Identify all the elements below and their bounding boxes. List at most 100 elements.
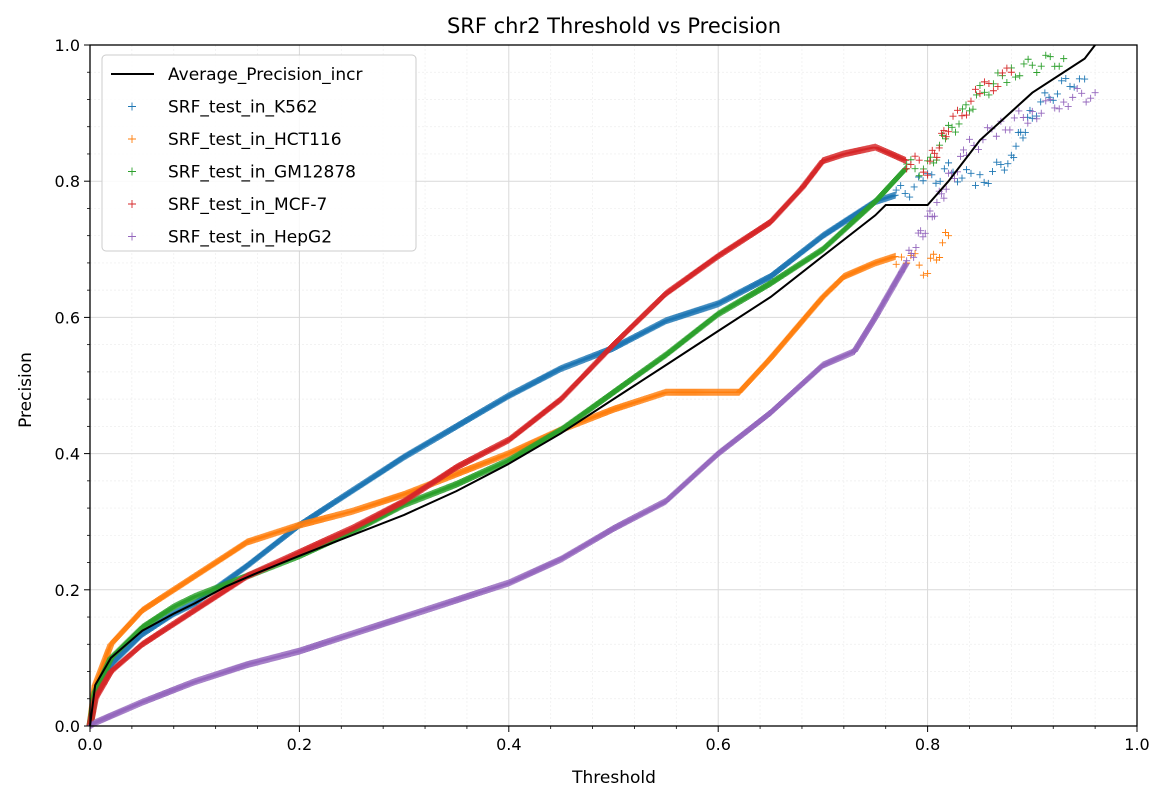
chart-title: SRF chr2 Threshold vs Precision bbox=[447, 14, 781, 38]
series-point-srf-test-in-k562 bbox=[919, 177, 927, 185]
series-point-srf-test-in-k562 bbox=[1019, 134, 1027, 142]
series-point-srf-test-in-k562 bbox=[1066, 82, 1074, 90]
series-point-srf-test-in-gm12878 bbox=[1012, 73, 1020, 81]
series-point-srf-test-in-hct116 bbox=[945, 232, 953, 240]
legend-entry-label: SRF_test_in_GM12878 bbox=[168, 163, 356, 183]
series-point-srf-test-in-hct116 bbox=[939, 239, 947, 247]
series-point-srf-test-in-hct116 bbox=[936, 254, 944, 262]
series-point-srf-test-in-gm12878 bbox=[1003, 79, 1011, 87]
series-point-srf-test-in-gm12878 bbox=[1055, 62, 1063, 70]
series-point-srf-test-in-gm12878 bbox=[1016, 72, 1024, 80]
legend-entry-label: SRF_test_in_HepG2 bbox=[168, 228, 332, 248]
series-point-srf-test-in-k562 bbox=[980, 178, 988, 186]
series-point-srf-test-in-k562 bbox=[1053, 90, 1061, 98]
series-point-srf-test-in-gm12878 bbox=[976, 81, 984, 89]
x-tick-label: 0.2 bbox=[287, 735, 312, 754]
y-tick-label: 1.0 bbox=[55, 36, 80, 55]
series-point-srf-test-in-gm12878 bbox=[915, 172, 923, 180]
series-point-srf-test-in-k562 bbox=[997, 161, 1005, 169]
series-point-srf-test-in-k562 bbox=[954, 178, 962, 186]
y-tick-label: 0.8 bbox=[55, 172, 80, 191]
x-tick-label: 0.4 bbox=[496, 735, 521, 754]
series-point-srf-test-in-k562 bbox=[1012, 142, 1020, 150]
x-tick-label: 0.8 bbox=[915, 735, 940, 754]
legend-entry-label: SRF_test_in_HCT116 bbox=[168, 130, 342, 150]
series-point-srf-test-in-k562 bbox=[993, 158, 1001, 166]
series-point-srf-test-in-gm12878 bbox=[1028, 61, 1036, 69]
series-point-srf-test-in-k562 bbox=[892, 186, 900, 194]
series-point-srf-test-in-gm12878 bbox=[1046, 53, 1054, 61]
series-point-srf-test-in-gm12878 bbox=[927, 153, 935, 161]
series-point-srf-test-in-gm12878 bbox=[972, 91, 980, 99]
series-point-srf-test-in-k562 bbox=[984, 179, 992, 187]
series-point-srf-test-in-gm12878 bbox=[955, 120, 963, 128]
series-point-srf-test-in-gm12878 bbox=[1042, 51, 1050, 59]
series-point-srf-test-in-hct116 bbox=[891, 252, 899, 260]
series-point-srf-test-in-hct116 bbox=[897, 253, 905, 261]
series-point-srf-test-in-k562 bbox=[915, 173, 923, 181]
series-point-srf-test-in-k562 bbox=[1081, 75, 1089, 83]
y-tick-label: 0.0 bbox=[55, 717, 80, 736]
series-point-srf-test-in-k562 bbox=[989, 167, 997, 175]
y-tick-label: 0.4 bbox=[55, 445, 80, 464]
y-axis-label: Precision bbox=[16, 352, 36, 428]
x-tick-label: 0.0 bbox=[77, 735, 102, 754]
series-point-srf-test-in-k562 bbox=[971, 181, 979, 189]
series-point-srf-test-in-k562 bbox=[1041, 89, 1049, 97]
series-point-srf-test-in-k562 bbox=[906, 193, 914, 201]
series-point-srf-test-in-gm12878 bbox=[965, 107, 973, 115]
series-point-srf-test-in-k562 bbox=[940, 165, 948, 173]
series-point-srf-test-in-gm12878 bbox=[1033, 68, 1041, 76]
series-point-srf-test-in-k562 bbox=[1021, 128, 1029, 136]
series-point-srf-test-in-hct116 bbox=[924, 269, 932, 277]
series-point-srf-test-in-k562 bbox=[1062, 75, 1070, 83]
series-point-srf-test-in-gm12878 bbox=[1024, 55, 1032, 63]
series-point-srf-test-in-gm12878 bbox=[1060, 55, 1068, 63]
series-point-srf-test-in-k562 bbox=[945, 159, 953, 167]
series-point-srf-test-in-k562 bbox=[897, 182, 905, 190]
series-point-srf-test-in-gm12878 bbox=[911, 165, 919, 173]
series-point-srf-test-in-gm12878 bbox=[948, 123, 956, 131]
series-point-srf-test-in-gm12878 bbox=[930, 159, 938, 167]
series-point-srf-test-in-hct116 bbox=[930, 250, 938, 258]
series-layer bbox=[86, 51, 1099, 730]
series-point-srf-test-in-k562 bbox=[1028, 114, 1036, 122]
series-point-srf-test-in-k562 bbox=[1070, 83, 1078, 91]
series-point-srf-test-in-gm12878 bbox=[962, 101, 970, 109]
series-point-srf-test-in-gm12878 bbox=[959, 105, 966, 113]
series-point-srf-test-in-gm12878 bbox=[1020, 60, 1028, 68]
series-point-srf-test-in-k562 bbox=[976, 171, 984, 179]
series-point-srf-test-in-hct116 bbox=[892, 260, 900, 268]
series-point-srf-test-in-k562 bbox=[1010, 154, 1018, 162]
series-point-srf-test-in-k562 bbox=[1004, 160, 1012, 168]
series-point-srf-test-in-hct116 bbox=[919, 271, 927, 279]
series-point-srf-test-in-gm12878 bbox=[969, 105, 977, 113]
series-point-srf-test-in-gm12878 bbox=[901, 166, 909, 174]
series-point-srf-test-in-k562 bbox=[1058, 77, 1066, 85]
x-axis-label: Threshold bbox=[571, 768, 656, 788]
legend-entry-label: SRF_test_in_K562 bbox=[168, 98, 318, 118]
series-point-srf-test-in-k562 bbox=[932, 179, 940, 187]
series-point-srf-test-in-gm12878 bbox=[1037, 62, 1045, 70]
series-point-srf-test-in-hct116 bbox=[915, 261, 923, 269]
series-point-srf-test-in-hct116 bbox=[942, 228, 950, 236]
series-point-srf-test-in-gm12878 bbox=[985, 91, 993, 99]
series-point-srf-test-in-k562 bbox=[1049, 96, 1057, 104]
series-point-srf-test-in-k562 bbox=[1000, 166, 1008, 174]
y-tick-label: 0.6 bbox=[55, 308, 80, 327]
series-point-srf-test-in-k562 bbox=[1037, 98, 1045, 106]
series-point-srf-test-in-hct116 bbox=[927, 254, 935, 262]
series-point-srf-test-in-k562 bbox=[910, 183, 918, 191]
series-point-srf-test-in-k562 bbox=[962, 166, 970, 174]
series-point-srf-test-in-gm12878 bbox=[980, 88, 988, 96]
y-tick-label: 0.2 bbox=[55, 581, 80, 600]
series-point-srf-test-in-k562 bbox=[958, 174, 966, 182]
series-point-srf-test-in-gm12878 bbox=[952, 128, 960, 136]
legend: Average_Precision_incr SRF_test_in_K562 SR… bbox=[101, 54, 417, 252]
series-point-srf-test-in-k562 bbox=[901, 189, 909, 197]
legend-entry-label: Average_Precision_incr bbox=[168, 65, 363, 85]
series-point-srf-test-in-k562 bbox=[891, 191, 899, 199]
series-point-srf-test-in-k562 bbox=[967, 169, 975, 177]
scatter-series bbox=[86, 64, 1015, 730]
